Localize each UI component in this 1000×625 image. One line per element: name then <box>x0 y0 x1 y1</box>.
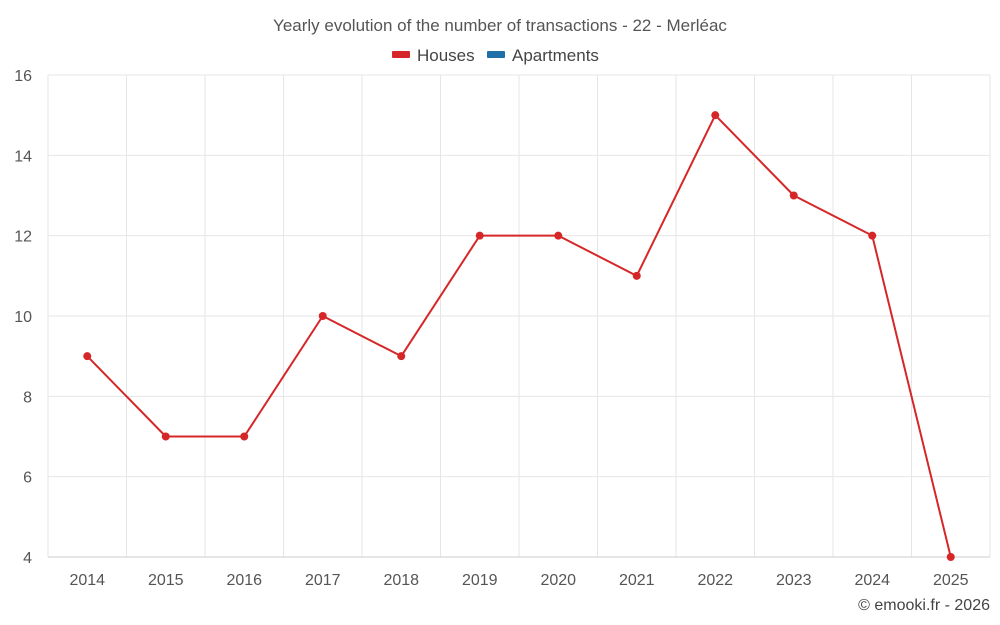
credit-text: © emooki.fr - 2026 <box>858 597 990 614</box>
y-axis-ticks: 4 6 8 10 12 14 16 <box>14 68 32 567</box>
legend: Houses Apartments <box>392 46 599 65</box>
data-point[interactable] <box>475 231 484 240</box>
x-tick-label: 2025 <box>933 572 969 589</box>
legend-item-apartments[interactable]: Apartments <box>487 46 599 65</box>
y-tick-label: 4 <box>23 550 32 567</box>
x-axis-ticks: 2014 2015 2016 2017 2018 2019 2020 2021 2022 2023… <box>69 572 968 589</box>
y-tick-label: 12 <box>14 229 32 246</box>
x-tick-label: 2016 <box>226 572 262 589</box>
x-tick-label: 2020 <box>540 572 576 589</box>
grid <box>47 74 991 558</box>
x-tick-label: 2024 <box>854 572 890 589</box>
x-tick-label: 2015 <box>148 572 184 589</box>
y-tick-label: 6 <box>23 470 32 487</box>
x-tick-label: 2021 <box>619 572 655 589</box>
y-tick-label: 8 <box>23 389 32 406</box>
data-point[interactable] <box>397 352 406 361</box>
y-tick-label: 10 <box>14 309 32 326</box>
series-line-houses <box>86 114 952 558</box>
data-point[interactable] <box>868 231 877 240</box>
data-point[interactable] <box>161 432 170 441</box>
x-tick-label: 2017 <box>305 572 341 589</box>
data-point[interactable] <box>789 191 798 200</box>
x-tick-label: 2019 <box>462 572 498 589</box>
data-point[interactable] <box>632 271 641 280</box>
series-houses <box>83 111 955 561</box>
legend-label-houses: Houses <box>417 46 475 65</box>
chart-title: Yearly evolution of the number of transa… <box>273 16 727 35</box>
x-tick-label: 2022 <box>697 572 733 589</box>
y-tick-label: 14 <box>14 148 32 165</box>
legend-label-apartments: Apartments <box>512 46 599 65</box>
data-point[interactable] <box>83 352 92 361</box>
data-point[interactable] <box>946 553 955 561</box>
data-point[interactable] <box>554 231 563 240</box>
data-point[interactable] <box>240 432 249 441</box>
x-tick-label: 2023 <box>776 572 812 589</box>
x-tick-label: 2014 <box>69 572 105 589</box>
legend-swatch-houses <box>392 51 410 58</box>
y-tick-label: 16 <box>14 68 32 85</box>
legend-item-houses[interactable]: Houses <box>392 46 475 65</box>
legend-swatch-apartments <box>487 51 505 58</box>
data-point[interactable] <box>318 312 327 320</box>
x-tick-label: 2018 <box>383 572 419 589</box>
data-point[interactable] <box>711 111 720 120</box>
